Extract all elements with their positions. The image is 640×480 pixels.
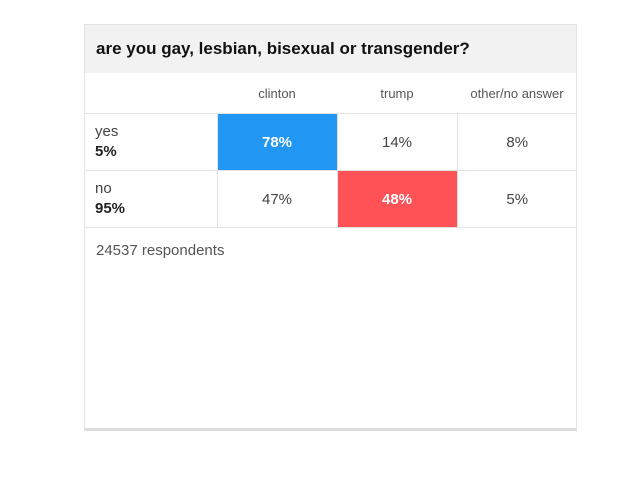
row-name-no: no bbox=[95, 180, 112, 197]
row-label-cell: yes 5% bbox=[84, 113, 218, 171]
cell-no-other: 5% bbox=[456, 170, 577, 228]
exit-poll-table: clinton trump other/no answer yes 5% 78%… bbox=[84, 73, 577, 228]
column-header-clinton: clinton bbox=[217, 73, 337, 114]
exit-poll-card: are you gay, lesbian, bisexual or transg… bbox=[84, 24, 577, 431]
column-header-trump: trump bbox=[337, 73, 457, 114]
row-share-yes: 5% bbox=[95, 143, 117, 160]
cell-yes-other: 8% bbox=[456, 113, 577, 171]
cell-no-clinton: 47% bbox=[216, 170, 338, 228]
table-header-row: clinton trump other/no answer bbox=[84, 73, 577, 114]
poll-question-title: are you gay, lesbian, bisexual or transg… bbox=[96, 39, 470, 58]
cell-yes-clinton: 78% bbox=[216, 113, 338, 171]
row-share-no: 95% bbox=[95, 200, 126, 217]
column-header-other: other/no answer bbox=[457, 73, 577, 114]
table-row-no: no 95% 47% 48% 5% bbox=[84, 170, 577, 228]
respondents-count: 24537 respondents bbox=[96, 242, 225, 259]
header-empty-cell bbox=[84, 73, 217, 114]
cell-no-trump: 48% bbox=[336, 170, 458, 228]
row-name-yes: yes bbox=[95, 123, 119, 140]
row-label-cell: no 95% bbox=[84, 170, 218, 228]
title-bar: are you gay, lesbian, bisexual or transg… bbox=[85, 25, 576, 73]
table-row-yes: yes 5% 78% 14% 8% bbox=[84, 113, 577, 171]
cell-yes-trump: 14% bbox=[336, 113, 458, 171]
